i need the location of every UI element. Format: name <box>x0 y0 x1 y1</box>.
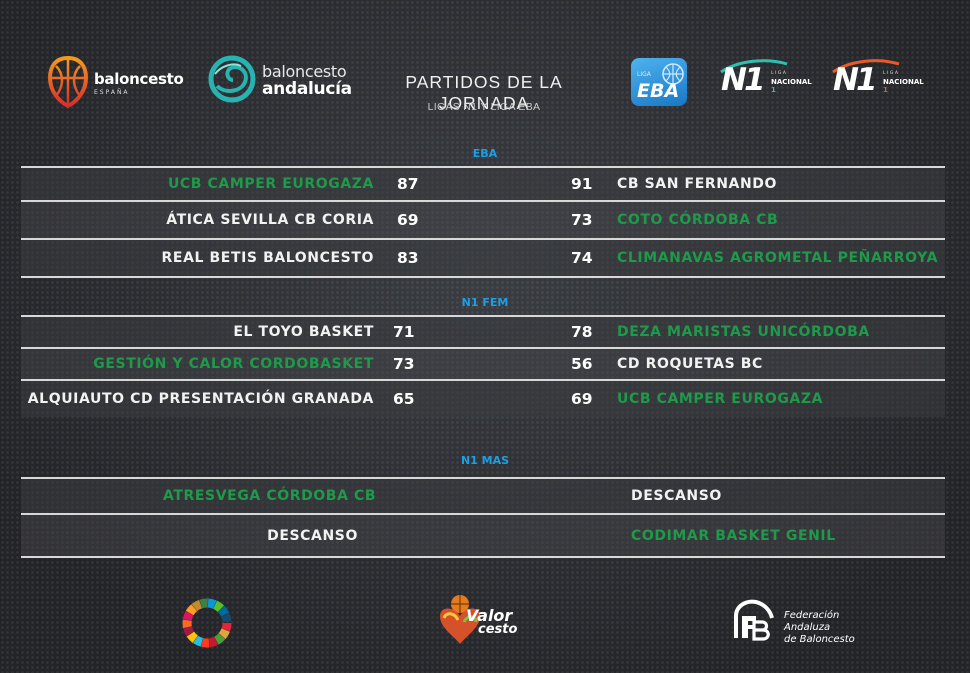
swoosh-orange-icon <box>832 59 900 74</box>
home-team: REAL BETIS BALONCESTO <box>161 250 374 266</box>
divider <box>21 347 945 349</box>
game-row <box>21 202 945 238</box>
fbe-logo-name: baloncesto <box>94 70 184 88</box>
fbe-logo-sub: ESPAÑA <box>94 89 130 96</box>
divider <box>21 200 945 202</box>
divider <box>21 556 945 558</box>
home-team: UCB CAMPER EUROGAZA <box>167 176 374 192</box>
game-row <box>21 349 945 379</box>
away-team: UCB CAMPER EUROGAZA <box>617 391 824 407</box>
heart-basketball-icon <box>440 595 480 644</box>
n1-logo-teal: N1 LIGA NACIONAL 1 <box>719 58 819 104</box>
valor-cesto-line1: Valor <box>466 606 513 625</box>
away-team: CB SAN FERNANDO <box>617 176 778 192</box>
basketball-shield-icon <box>48 56 88 108</box>
n1-logo-liga: LIGA <box>883 71 900 76</box>
home-team: ÁTICA SEVILLA CB CORIA <box>166 212 374 228</box>
game-row <box>21 240 945 276</box>
away-team: DESCANSO <box>631 488 722 504</box>
basketball-icon <box>662 63 684 85</box>
divider <box>21 477 945 479</box>
swoosh-teal-icon <box>720 59 788 74</box>
andalucia-logo-line2: andalucía <box>262 79 352 99</box>
section-label-eba: EBA <box>472 147 498 160</box>
away-score: 78 <box>571 323 593 341</box>
andalucia-logo: baloncesto andalucía <box>205 54 365 106</box>
section-label-n1mas: N1 MAS <box>460 454 510 467</box>
home-score: 83 <box>397 249 419 267</box>
away-team: CLIMANAVAS AGROMETAL PEÑARROYA <box>617 250 939 266</box>
home-score: 87 <box>397 175 419 193</box>
away-team: DEZA MARISTAS UNICÓRDOBA <box>617 324 870 340</box>
home-team: DESCANSO <box>267 528 358 544</box>
home-score: 73 <box>393 355 415 373</box>
fbe-logo: baloncesto ESPAÑA <box>48 56 188 112</box>
eba-logo-name: EBA <box>637 80 680 102</box>
away-team: COTO CÓRDOBA CB <box>617 212 779 228</box>
divider <box>21 379 945 381</box>
eba-logo-liga: LIGA <box>637 71 651 78</box>
away-score: 56 <box>571 355 593 373</box>
home-team: EL TOYO BASKET <box>233 324 374 340</box>
game-row <box>21 317 945 347</box>
n1-logo-mark: N1 <box>721 62 765 98</box>
home-team: ATRESVEGA CÓRDOBA CB <box>163 488 377 504</box>
divider <box>21 276 945 278</box>
andalucia-logo-line1: baloncesto <box>262 62 347 81</box>
divider <box>21 315 945 317</box>
federacion-fab-icon <box>734 599 774 641</box>
home-team: GESTIÓN Y CALOR CORDOBASKET <box>93 356 374 372</box>
away-score: 69 <box>571 390 593 408</box>
away-score: 74 <box>571 249 593 267</box>
n1-logo-orange: N1 LIGA NACIONAL 1 <box>831 58 931 104</box>
divider <box>21 166 945 168</box>
game-row <box>21 479 945 513</box>
home-score: 69 <box>397 211 419 229</box>
game-row <box>21 381 945 417</box>
home-score: 65 <box>393 390 415 408</box>
game-row <box>21 168 945 200</box>
home-team: ALQUIAUTO CD PRESENTACIÓN GRANADA <box>27 391 374 407</box>
n1-logo-nacional: NACIONAL 1 <box>883 78 924 94</box>
away-score: 91 <box>571 175 593 193</box>
federacion-line2: Andaluza <box>784 622 831 633</box>
federacion-line1: Federación <box>784 610 840 621</box>
page-subtitle: LIGAS N1 Y LIGA EBA <box>427 101 541 113</box>
valor-cesto-logo: Valor cesto <box>436 592 528 648</box>
federacion-line3: de Baloncesto <box>784 634 855 645</box>
game-row <box>21 515 945 556</box>
page-title: PARTIDOS DE LA JORNADA <box>405 72 563 113</box>
sdg-wheel-icon <box>182 598 232 648</box>
away-score: 73 <box>571 211 593 229</box>
n1-logo-mark: N1 <box>833 62 877 98</box>
divider <box>21 513 945 515</box>
divider <box>21 238 945 240</box>
away-team: CODIMAR BASKET GENIL <box>631 528 836 544</box>
valor-cesto-line2: cesto <box>478 622 518 637</box>
home-score: 71 <box>393 323 415 341</box>
section-label-n1fem: N1 FEM <box>461 296 509 309</box>
n1-logo-liga: LIGA <box>771 71 788 76</box>
eba-logo: LIGA EBA <box>631 58 689 108</box>
federacion-logo: Federación Andaluza de Baloncesto <box>730 596 860 646</box>
andalucia-swirl-icon <box>208 55 256 103</box>
n1-logo-nacional: NACIONAL 1 <box>771 78 812 94</box>
away-team: CD ROQUETAS BC <box>617 356 763 372</box>
